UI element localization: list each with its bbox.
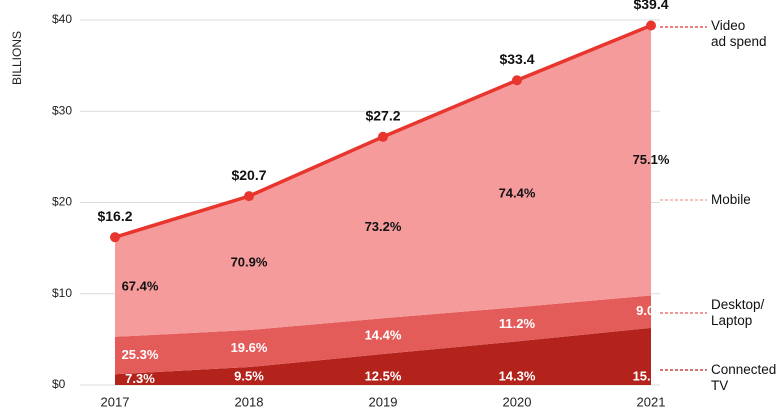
series-label: Mobile bbox=[711, 192, 751, 207]
area bbox=[115, 295, 651, 375]
y-tick-label: $30 bbox=[52, 103, 72, 117]
total-label: $33.4 bbox=[499, 51, 534, 67]
value-label: 12.5% bbox=[365, 368, 402, 383]
value-label: 75.1% bbox=[633, 152, 670, 167]
value-label: 7.3% bbox=[125, 371, 155, 386]
value-label: 14.4% bbox=[365, 328, 402, 343]
value-label: 19.6% bbox=[231, 340, 268, 355]
point bbox=[378, 131, 388, 142]
point bbox=[244, 191, 254, 202]
y-tick-label: $20 bbox=[52, 195, 72, 209]
y-axis-label: BILLIONS bbox=[10, 31, 24, 85]
point bbox=[110, 232, 120, 243]
series-label: Video ad spend bbox=[711, 18, 767, 49]
x-tick-label: 2017 bbox=[101, 394, 130, 409]
x-tick-label: 2020 bbox=[503, 394, 532, 409]
value-label: 15.9% bbox=[633, 368, 670, 383]
x-tick-label: 2021 bbox=[637, 394, 666, 409]
area bbox=[115, 327, 651, 385]
area bbox=[115, 25, 651, 337]
value-label: 70.9% bbox=[231, 255, 268, 270]
point bbox=[512, 75, 522, 86]
series-label: Desktop/ Laptop bbox=[711, 297, 765, 328]
x-tick-label: 2019 bbox=[369, 394, 398, 409]
x-tick-label: 2018 bbox=[235, 394, 264, 409]
total-label: $16.2 bbox=[97, 208, 132, 224]
y-tick-label: $40 bbox=[52, 12, 72, 26]
total-label: $39.4 bbox=[633, 0, 668, 12]
total-label: $27.2 bbox=[365, 108, 400, 124]
y-tick-label: $0 bbox=[52, 377, 66, 391]
value-label: 9.5% bbox=[234, 368, 264, 383]
value-label: 9.0% bbox=[636, 303, 666, 318]
series-label: Connected TV bbox=[711, 362, 777, 393]
value-label: 67.4% bbox=[122, 278, 159, 293]
point bbox=[646, 20, 656, 31]
value-label: 74.4% bbox=[499, 185, 536, 200]
y-tick-label: $10 bbox=[52, 286, 72, 300]
value-label: 14.3% bbox=[499, 368, 536, 383]
value-label: 11.2% bbox=[499, 316, 536, 331]
value-label: 25.3% bbox=[122, 347, 159, 362]
value-label: 73.2% bbox=[365, 219, 402, 234]
total-label: $20.7 bbox=[231, 167, 266, 183]
